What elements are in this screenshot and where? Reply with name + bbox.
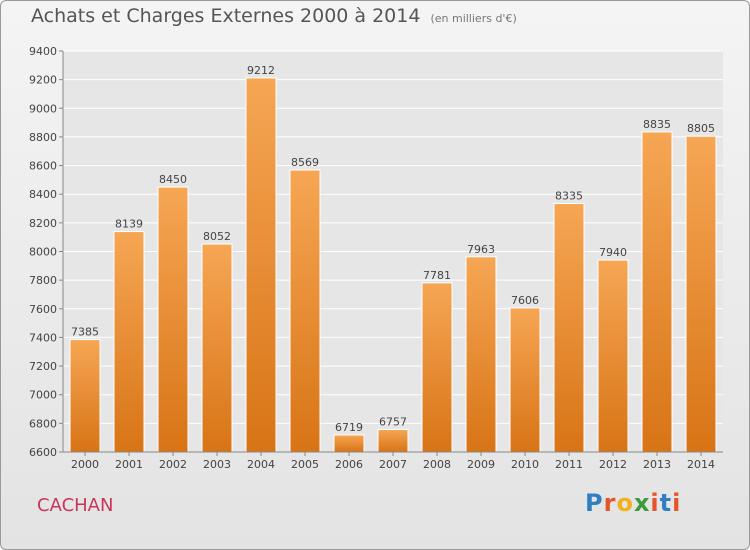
bar [553, 203, 585, 453]
logo-letter: o [616, 489, 634, 517]
x-tick-label: 2011 [555, 458, 583, 471]
data-label: 8569 [291, 156, 319, 169]
x-tick-label: 2007 [379, 458, 407, 471]
bar [333, 434, 365, 453]
y-tick-label: 8000 [29, 246, 57, 259]
y-tick-label: 7400 [29, 331, 57, 344]
logo-letter: i [650, 489, 660, 517]
chart-title: Achats et Charges Externes 2000 à 2014 (e… [31, 5, 517, 27]
x-axis: 2000 2001 2002 2003 2004 2005 2006 2007 2008 2009… [63, 451, 723, 471]
data-label: 7781 [423, 269, 451, 282]
logo-letter: P [585, 489, 604, 517]
x-tick-label: 2012 [599, 458, 627, 471]
x-tick-label: 2010 [511, 458, 539, 471]
y-tick-label: 9000 [29, 102, 57, 115]
bar [641, 131, 673, 453]
proxiti-logo: Proxiti [585, 489, 681, 517]
data-label: 8335 [555, 190, 583, 203]
x-tick-label: 2003 [203, 458, 231, 471]
data-label: 8052 [203, 230, 231, 243]
y-tick-label: 8400 [29, 188, 57, 201]
logo-letter: x [633, 489, 651, 517]
bar [421, 282, 453, 453]
data-label: 6719 [335, 421, 363, 434]
city-name: CACHAN [37, 495, 114, 516]
bar [69, 339, 101, 453]
y-tick-label: 6800 [29, 417, 57, 430]
y-tick-label: 9400 [29, 45, 57, 58]
data-label: 6757 [379, 416, 407, 429]
bar [465, 256, 497, 453]
logo-letter: r [603, 489, 617, 517]
y-tick-label: 6600 [29, 446, 57, 459]
y-tick-label: 8800 [29, 131, 57, 144]
y-tick-label: 8200 [29, 217, 57, 230]
x-tick-label: 2013 [643, 458, 671, 471]
y-tick-label: 7000 [29, 389, 57, 402]
y-tick-label: 7200 [29, 360, 57, 373]
x-tick-label: 2008 [423, 458, 451, 471]
data-labels: 7385 8139 8450 8052 9212 8569 6719 6757 7781 7963… [71, 64, 715, 434]
x-tick-label: 2002 [159, 458, 187, 471]
data-label: 8450 [159, 173, 187, 186]
x-tick-label: 2005 [291, 458, 319, 471]
data-label: 7606 [511, 294, 539, 307]
bar [157, 186, 189, 453]
x-tick-label: 2001 [115, 458, 143, 471]
data-label: 8139 [115, 218, 143, 231]
bar [201, 243, 233, 453]
chart-subtitle: (en milliers d'€) [430, 12, 517, 25]
x-tick-label: 2009 [467, 458, 495, 471]
bar [377, 429, 409, 453]
y-tick-label: 8600 [29, 160, 57, 173]
data-label: 9212 [247, 64, 275, 77]
data-label: 8805 [687, 122, 715, 135]
bar [289, 169, 321, 453]
x-tick-label: 2014 [687, 458, 715, 471]
bar [685, 135, 717, 453]
data-label: 7963 [467, 243, 495, 256]
data-label: 7940 [599, 246, 627, 259]
x-tick-label: 2004 [247, 458, 275, 471]
chart-title-text: Achats et Charges Externes 2000 à 2014 [31, 5, 421, 27]
y-tick-label: 9200 [29, 74, 57, 87]
data-label: 8835 [643, 118, 671, 131]
data-label: 7385 [71, 326, 99, 339]
x-tick-label: 2006 [335, 458, 363, 471]
y-tick-label: 7800 [29, 274, 57, 287]
bar-chart: 6600 6800 7000 7200 7400 7600 7800 8000 8200 8400… [29, 45, 723, 471]
bar [245, 77, 277, 453]
bar [113, 231, 145, 453]
y-axis: 6600 6800 7000 7200 7400 7600 7800 8000 8200 8400… [29, 45, 64, 459]
y-tick-label: 7600 [29, 303, 57, 316]
logo-letter: t [659, 489, 673, 517]
bar [509, 307, 541, 453]
logo-letter: i [672, 489, 682, 517]
bar [597, 259, 629, 453]
x-tick-label: 2000 [71, 458, 99, 471]
bar-series [69, 77, 717, 453]
